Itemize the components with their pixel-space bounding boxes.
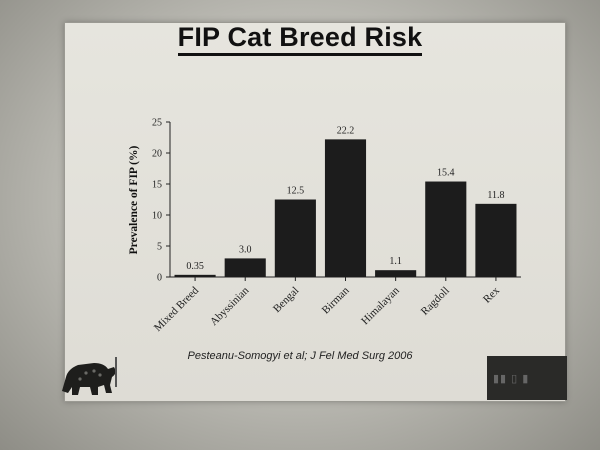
y-tick-label: 25 — [152, 118, 162, 129]
bar — [324, 139, 367, 277]
x-tick-label: Rex — [481, 284, 502, 305]
x-tick-label: Himalayan — [359, 284, 402, 327]
bar — [274, 199, 316, 277]
bar — [425, 181, 467, 277]
bear-logo-icon — [60, 355, 118, 402]
bar-value-label: 12.5 — [287, 186, 305, 197]
x-tick-label: Birman — [320, 284, 352, 316]
y-tick-label: 0 — [157, 273, 162, 284]
y-axis-label: Prevalence of FIP (%) — [128, 145, 140, 254]
chart-title: FIP Cat Breed Risk — [0, 22, 600, 56]
bar-value-label: 11.8 — [487, 190, 504, 201]
x-tick-label: Bengal — [271, 285, 302, 316]
citation: Pesteanu-Somogyi et al; J Fel Med Surg 2… — [187, 350, 413, 362]
bar — [475, 203, 517, 277]
bar — [224, 258, 266, 277]
chart-title-text: FIP Cat Breed Risk — [177, 22, 423, 56]
y-tick-label: 20 — [152, 149, 162, 160]
institution-logo: ▮▮ ▯ ▮ — [487, 356, 567, 400]
bar — [174, 274, 216, 277]
bar-value-label: 1.1 — [389, 256, 402, 267]
y-tick-label: 10 — [152, 211, 162, 222]
bar-value-label: 3.0 — [239, 244, 252, 255]
x-tick-label: Abyssinian — [208, 284, 252, 328]
bar-value-label: 0.35 — [186, 261, 204, 272]
bar — [375, 270, 417, 277]
y-tick-label: 15 — [152, 180, 162, 191]
institution-logo-mark: ▮▮ ▯ ▮ — [493, 373, 530, 385]
bar-value-label: 15.4 — [437, 168, 455, 179]
x-tick-label: Mixed Breed — [152, 284, 202, 334]
bar-value-label: 22.2 — [337, 125, 355, 136]
y-tick-label: 5 — [157, 242, 162, 253]
x-tick-label: Ragdoll — [419, 285, 452, 318]
